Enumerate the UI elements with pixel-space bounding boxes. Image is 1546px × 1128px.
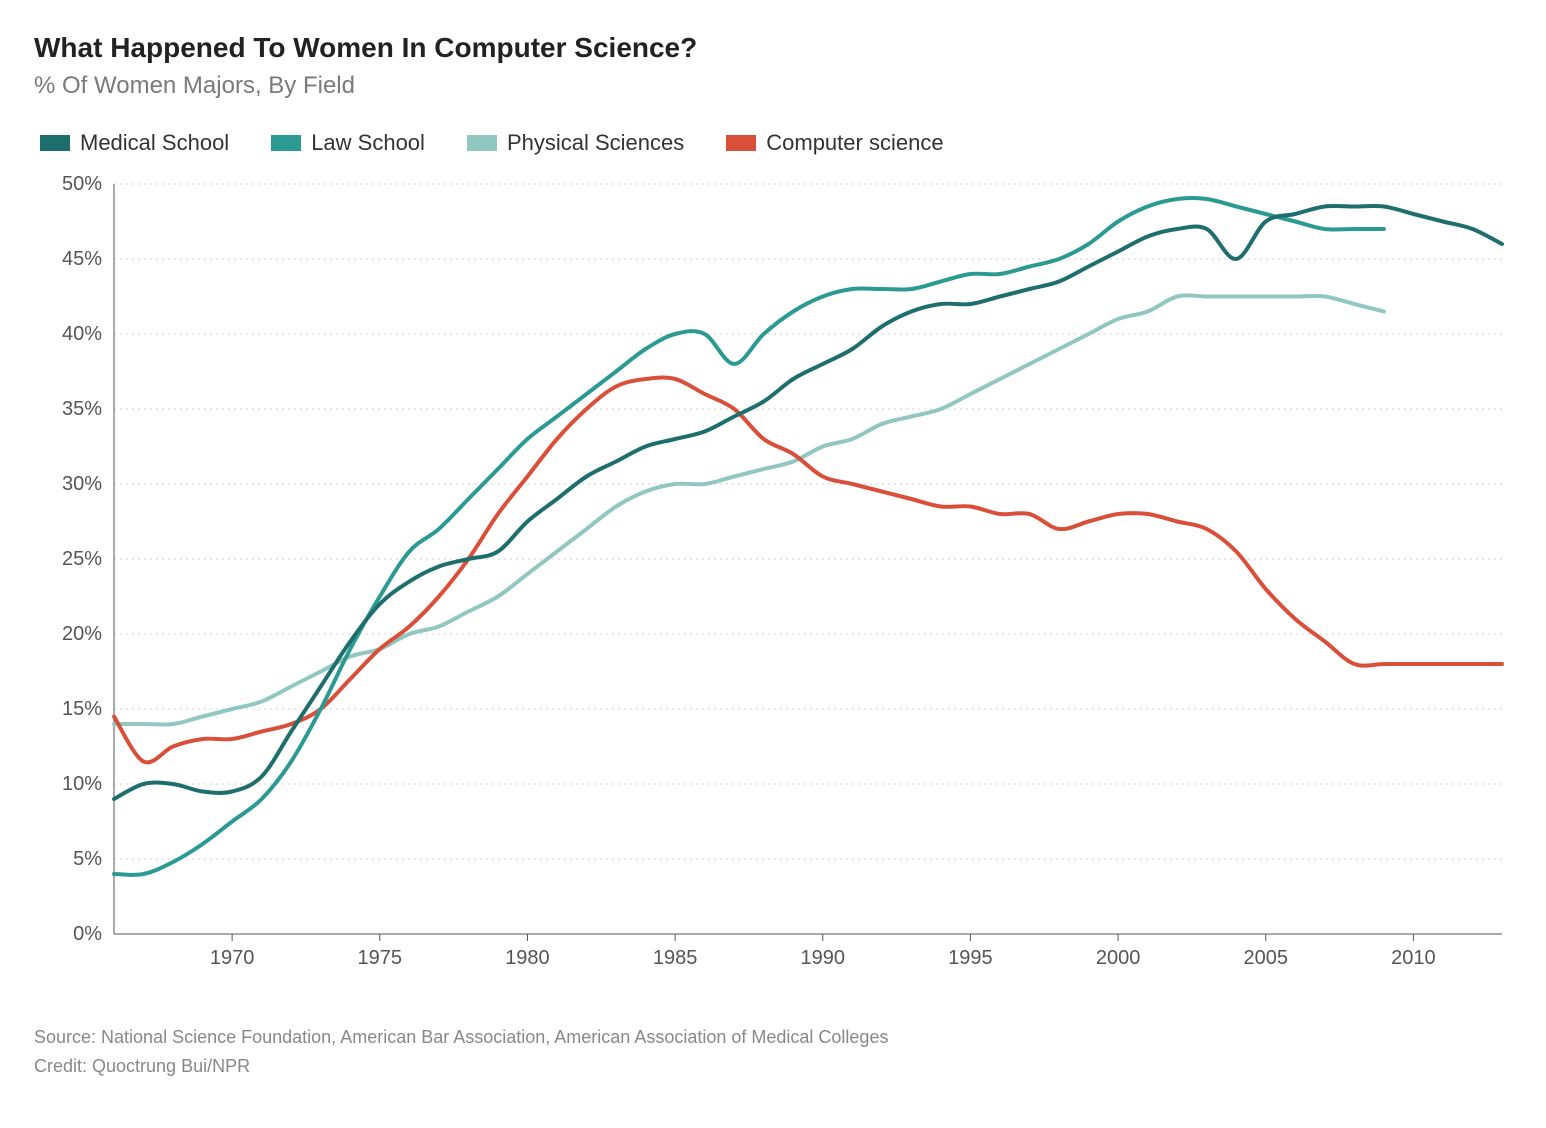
y-tick-label: 35%	[62, 398, 102, 420]
x-tick-label: 1975	[358, 947, 403, 969]
legend-label: Computer science	[766, 130, 943, 156]
y-tick-label: 15%	[62, 698, 102, 720]
series-line-physical	[114, 295, 1384, 724]
credit-line: Credit: Quoctrung Bui/NPR	[34, 1052, 1512, 1081]
y-tick-label: 10%	[62, 773, 102, 795]
legend-swatch-cs	[726, 135, 756, 151]
y-tick-label: 20%	[62, 623, 102, 645]
x-tick-label: 1970	[210, 947, 255, 969]
x-tick-label: 2010	[1391, 947, 1436, 969]
x-tick-label: 1980	[505, 947, 550, 969]
x-tick-label: 2000	[1096, 947, 1141, 969]
legend-label: Physical Sciences	[507, 130, 684, 156]
y-tick-label: 45%	[62, 248, 102, 270]
x-tick-label: 2005	[1243, 947, 1288, 969]
series-line-law	[114, 198, 1384, 875]
y-tick-label: 30%	[62, 473, 102, 495]
chart-title: What Happened To Women In Computer Scien…	[34, 32, 1512, 64]
legend-item-law: Law School	[271, 130, 425, 156]
source-line: Source: National Science Foundation, Ame…	[34, 1023, 1512, 1052]
legend-label: Law School	[311, 130, 425, 156]
legend-item-physical: Physical Sciences	[467, 130, 684, 156]
x-tick-label: 1995	[948, 947, 993, 969]
y-tick-label: 5%	[73, 848, 102, 870]
chart-footer: Source: National Science Foundation, Ame…	[34, 1023, 1512, 1081]
y-tick-label: 40%	[62, 323, 102, 345]
plot-area: 0% 5% 10% 15% 20% 25% 30% 35% 40% 45% 50% 1970 1975 1…	[34, 174, 1512, 999]
legend-swatch-law	[271, 135, 301, 151]
legend-swatch-physical	[467, 135, 497, 151]
y-tick-label: 0%	[73, 923, 102, 945]
x-tick-label: 1990	[801, 947, 846, 969]
line-chart-svg: 0% 5% 10% 15% 20% 25% 30% 35% 40% 45% 50% 1970 1975 1…	[34, 174, 1512, 994]
y-tick-label: 50%	[62, 174, 102, 195]
chart-subtitle: % Of Women Majors, By Field	[34, 72, 1512, 100]
chart-container: What Happened To Women In Computer Scien…	[0, 0, 1546, 1128]
legend: Medical School Law School Physical Scien…	[40, 130, 1512, 156]
legend-item-medical: Medical School	[40, 130, 229, 156]
legend-item-cs: Computer science	[726, 130, 943, 156]
legend-label: Medical School	[80, 130, 229, 156]
x-tick-label: 1985	[653, 947, 698, 969]
y-tick-label: 25%	[62, 548, 102, 570]
legend-swatch-medical	[40, 135, 70, 151]
